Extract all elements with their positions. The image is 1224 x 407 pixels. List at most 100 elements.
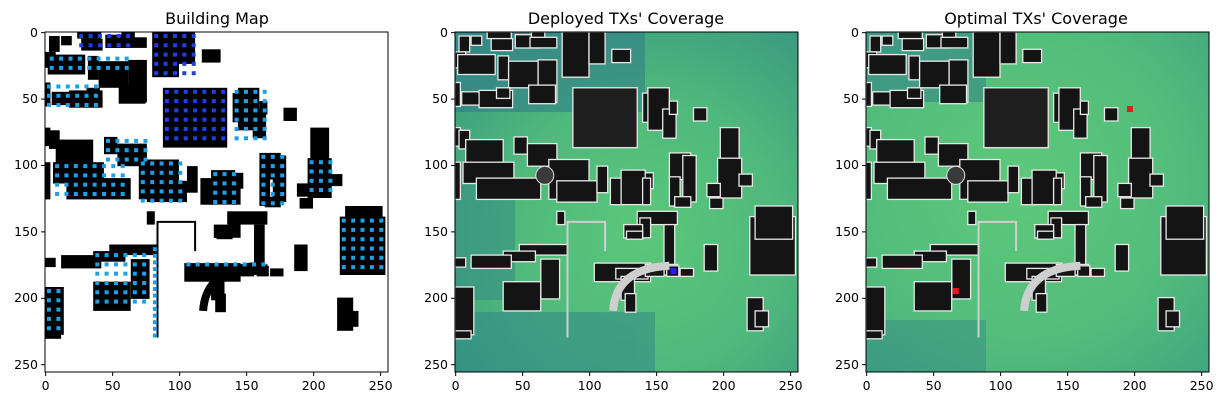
candidate-dot-301 — [234, 108, 239, 113]
building-48 — [299, 198, 313, 209]
candidate-dot-191 — [104, 253, 109, 258]
candidate-dot-105 — [92, 182, 97, 187]
candidate-dot-125 — [168, 170, 173, 175]
building-31 — [719, 126, 740, 161]
candidate-dot-46 — [164, 117, 169, 122]
candidate-dot-193 — [123, 253, 128, 258]
candidate-dot-113 — [92, 192, 97, 196]
building-3 — [901, 37, 925, 52]
candidate-dot-110 — [64, 192, 69, 196]
candidate-dot-84 — [124, 65, 129, 70]
building-63 — [454, 257, 467, 268]
candidate-dot-177 — [360, 246, 365, 251]
y-tick-label: 50 — [843, 91, 859, 107]
building-62 — [61, 255, 102, 269]
candidate-dot-268 — [93, 84, 98, 89]
candidate-dot-14 — [191, 52, 196, 57]
panel-3-frame — [865, 31, 1210, 373]
candidate-dot-32 — [164, 99, 169, 104]
candidate-dot-335 — [242, 262, 247, 267]
candidate-dot-4 — [191, 34, 196, 38]
x-tick-label: 100 — [577, 378, 602, 393]
candidate-dot-169 — [379, 227, 384, 232]
candidate-dot-295 — [253, 89, 258, 94]
building-50 — [556, 210, 566, 226]
building-2 — [897, 31, 923, 40]
candidate-dot-2 — [173, 34, 177, 38]
building-39 — [146, 180, 187, 203]
candidate-dot-338 — [152, 247, 157, 252]
candidate-dot-98 — [102, 173, 106, 178]
tx-marker-panel3-1 — [952, 288, 959, 294]
building-0 — [458, 35, 471, 53]
candidate-dot-311 — [253, 127, 258, 131]
candidate-dot-137 — [140, 198, 145, 203]
candidate-dot-339 — [152, 253, 157, 258]
building-7 — [561, 31, 590, 78]
candidate-dot-159 — [280, 201, 285, 206]
building-11 — [457, 53, 496, 76]
building-18 — [495, 87, 511, 100]
panel-3-buildings — [865, 31, 1208, 340]
candidate-dot-96 — [83, 173, 88, 178]
candidate-dot-129 — [159, 180, 164, 185]
candidate-dot-340 — [152, 260, 157, 265]
candidate-dot-73 — [106, 56, 110, 61]
candidate-dot-272 — [75, 93, 80, 98]
wall-structure — [566, 220, 607, 338]
candidate-dot-269 — [47, 93, 51, 98]
candidate-dot-115 — [111, 192, 116, 196]
candidate-dot-34 — [183, 99, 188, 104]
candidate-dot-51 — [211, 117, 216, 122]
building-64 — [540, 258, 561, 300]
building-19 — [528, 84, 557, 105]
candidate-dot-205 — [123, 271, 128, 276]
candidate-dot-145 — [261, 164, 266, 169]
x-tick-label: 150 — [1055, 378, 1080, 393]
candidate-dot-152 — [270, 182, 275, 187]
candidate-dot-294 — [244, 89, 248, 94]
candidate-dot-123 — [150, 170, 155, 175]
candidate-dot-21 — [163, 71, 168, 76]
building-57 — [1114, 243, 1130, 272]
x-tick-label: 250 — [368, 378, 393, 393]
candidate-dot-122 — [140, 170, 145, 175]
candidate-dot-80 — [87, 65, 92, 70]
candidate-dot-38 — [221, 99, 226, 104]
building-62 — [881, 254, 923, 270]
candidate-dot-48 — [183, 117, 188, 122]
candidate-dot-118 — [150, 161, 155, 166]
candidate-dot-264 — [56, 84, 61, 89]
x-tick-label: 150 — [234, 378, 259, 393]
candidate-dot-65 — [211, 136, 216, 141]
candidate-dot-207 — [142, 271, 147, 276]
candidate-dot-303 — [253, 108, 258, 113]
building-43 — [1052, 177, 1063, 206]
building-19 — [939, 84, 968, 105]
candidate-dot-293 — [234, 89, 239, 94]
candidate-dot-139 — [159, 198, 164, 203]
candidate-dot-345 — [152, 293, 157, 298]
building-26 — [465, 138, 504, 165]
candidate-dot-291 — [116, 43, 121, 48]
candidate-dot-281 — [79, 34, 84, 38]
building-11 — [47, 54, 86, 75]
candidate-dot-186 — [351, 265, 356, 270]
candidate-dot-258 — [106, 157, 110, 162]
building-32 — [1127, 157, 1154, 199]
candidate-dot-8 — [182, 43, 187, 48]
candidate-dot-181 — [351, 255, 356, 260]
candidate-dot-280 — [93, 103, 98, 107]
candidate-dot-182 — [360, 255, 365, 260]
building-49 — [329, 174, 343, 187]
candidate-dot-167 — [360, 227, 365, 232]
candidate-dot-284 — [107, 34, 112, 38]
candidate-dot-203 — [104, 271, 109, 276]
candidate-dot-141 — [178, 198, 183, 203]
building-42 — [1031, 169, 1057, 206]
building-53 — [254, 224, 265, 272]
candidate-dot-227 — [56, 289, 61, 293]
candidate-dot-130 — [168, 180, 173, 185]
candidate-dot-64 — [202, 136, 207, 141]
building-52 — [229, 217, 241, 238]
